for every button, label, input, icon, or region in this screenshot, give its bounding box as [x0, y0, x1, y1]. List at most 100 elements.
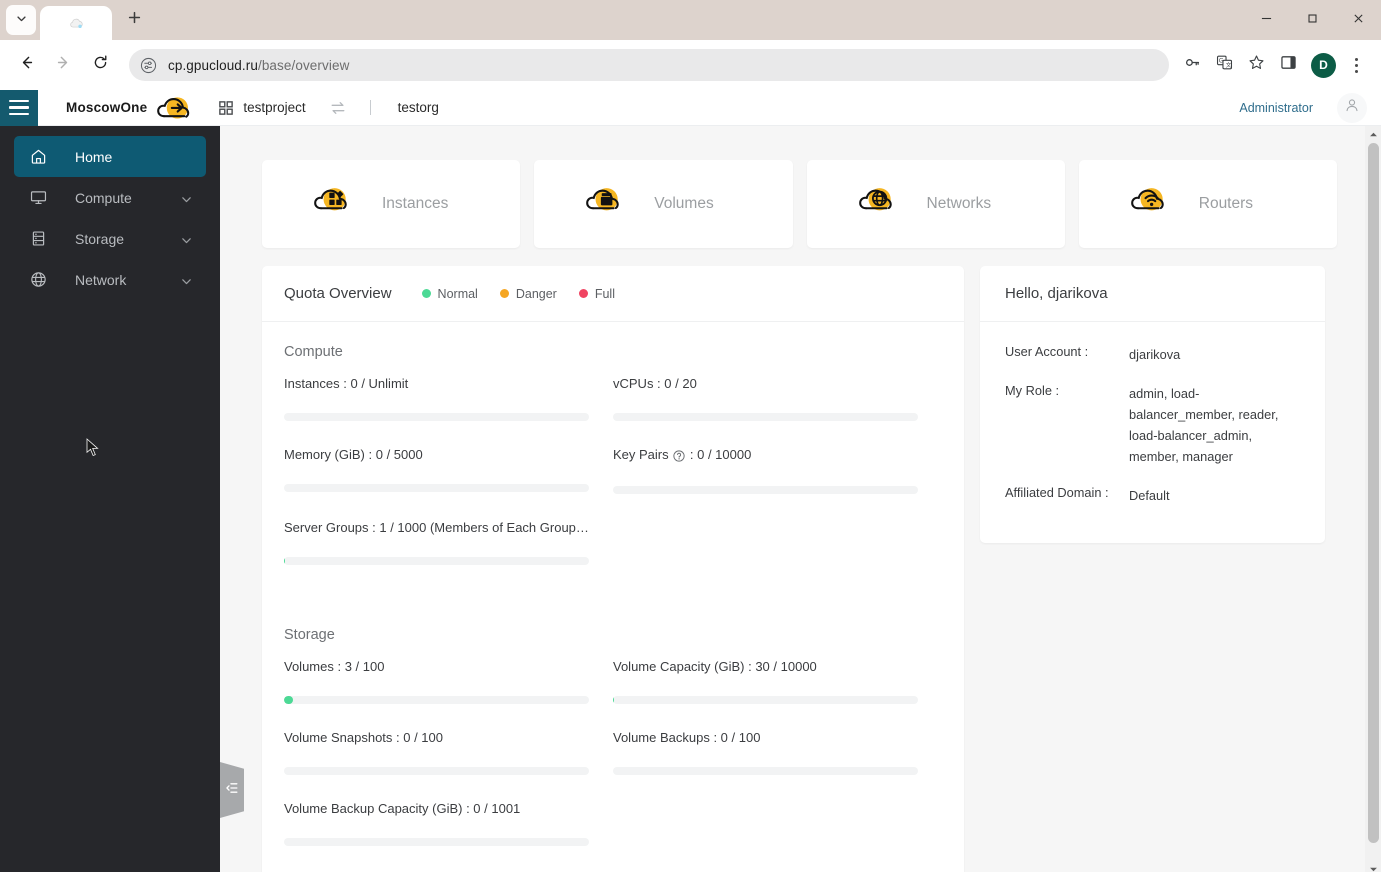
password-manager-button[interactable]	[1177, 50, 1207, 80]
quota-item-label: Volume Backups : 0 / 100	[613, 730, 761, 745]
tab-search-button[interactable]	[6, 5, 36, 35]
three-dot-menu-icon	[1354, 57, 1358, 61]
scrollbar-down-button[interactable]	[1365, 861, 1381, 872]
scrollbar-up-button[interactable]	[1365, 126, 1381, 143]
shortcut-card-volumes[interactable]: Volumes	[534, 160, 793, 248]
reload-button[interactable]	[84, 49, 116, 81]
quota-bar	[613, 486, 918, 494]
section-spacer	[284, 591, 942, 627]
sidebar: Home Compute Storage Network	[0, 126, 220, 872]
sidebar-item-storage[interactable]: Storage	[14, 218, 206, 259]
sidebar-item-network[interactable]: Network	[14, 259, 206, 300]
quota-section-title-compute: Compute	[284, 344, 343, 360]
administrator-link[interactable]: Administrator	[1239, 100, 1313, 115]
shortcut-card-routers[interactable]: Routers	[1078, 160, 1337, 248]
user-avatar-button[interactable]	[1337, 92, 1367, 123]
browser-menu-button[interactable]	[1342, 50, 1370, 80]
quota-grid-compute: Instances : 0 / Unlimit vCPUs : 0 / 20 M…	[284, 376, 942, 591]
monitor-icon	[30, 189, 47, 206]
quota-item-volume-snapshots: Volume Snapshots : 0 / 100	[284, 730, 613, 775]
cloud-favicon	[68, 15, 85, 32]
breadcrumb-organization[interactable]: testorg	[397, 100, 439, 115]
sidebar-toggle-button[interactable]	[0, 89, 38, 126]
window-maximize-button[interactable]	[1289, 0, 1335, 40]
chevron-down-icon	[181, 192, 192, 203]
site-settings-icon[interactable]	[140, 57, 157, 74]
forward-button[interactable]	[47, 49, 79, 81]
address-bar[interactable]: cp.gpucloud.ru/base/overview	[129, 49, 1169, 81]
quota-item-volume-backups: Volume Backups : 0 / 100	[613, 730, 942, 775]
sidebar-item-label: Compute	[75, 189, 132, 206]
breadcrumb-divider	[369, 100, 371, 115]
shortcut-card-networks[interactable]: Networks	[806, 160, 1065, 248]
bookmark-button[interactable]	[1241, 50, 1271, 80]
browser-tab-active[interactable]	[40, 6, 112, 40]
quota-item-label: vCPUs : 0 / 20	[613, 376, 697, 391]
url-path: /base/overview	[257, 57, 350, 73]
quota-overview-card: Quota Overview Normal Danger	[262, 266, 964, 872]
chevron-down-icon	[181, 274, 192, 285]
svg-text:文: 文	[1225, 61, 1231, 69]
quota-item-label: Volume Snapshots : 0 / 100	[284, 730, 443, 745]
cloud-routers-icon	[1127, 182, 1173, 226]
switch-project-icon[interactable]	[330, 100, 346, 116]
scroll-down-arrow	[1369, 861, 1378, 872]
quota-bar	[284, 696, 589, 704]
plus-icon	[128, 11, 141, 29]
password-key-icon	[1184, 54, 1201, 76]
user-row-role: My Role : admin, load-balancer_member, r…	[1005, 383, 1300, 467]
cloud-volumes-icon	[582, 182, 628, 226]
side-panel-button[interactable]	[1273, 50, 1303, 80]
help-circle-icon[interactable]	[670, 449, 689, 464]
shortcut-label: Volumes	[654, 195, 714, 212]
quota-item-label: Volume Backup Capacity (GiB) : 0 / 1001	[284, 801, 521, 816]
sidebar-item-label: Home	[75, 148, 113, 165]
quota-item-label: Instances : 0 / Unlimit	[284, 376, 409, 391]
window-close-button[interactable]	[1335, 0, 1381, 40]
svg-text:G: G	[1218, 59, 1223, 65]
quota-item-key-pairs: Key Pairs : 0 / 10000	[613, 447, 942, 494]
quota-section-title-storage: Storage	[284, 627, 335, 643]
quota-bar	[284, 413, 589, 421]
quota-item-volume-backup-capacity: Volume Backup Capacity (GiB) : 0 / 1001	[284, 801, 613, 846]
window-minimize-button[interactable]	[1243, 0, 1289, 40]
window-controls	[1243, 0, 1381, 40]
app-header: MoscowOne testproject testorg Administra…	[0, 89, 1381, 126]
shortcut-label: Routers	[1198, 195, 1254, 212]
shortcut-label: Instances	[382, 195, 449, 212]
legend-dot-full	[578, 289, 588, 298]
user-row-key: User Account :	[1005, 344, 1089, 359]
legend-item-danger: Danger	[499, 286, 557, 301]
user-avatar-icon	[1344, 97, 1360, 118]
legend-item-full: Full	[578, 287, 615, 301]
quota-item-memory: Memory (GiB) : 0 / 5000	[284, 447, 613, 494]
url-text: cp.gpucloud.ru/base/overview	[168, 58, 349, 73]
brand-name: MoscowOne	[66, 100, 148, 115]
sidebar-item-home[interactable]: Home	[14, 136, 206, 177]
user-details: User Account : djarikova My Role : admin…	[980, 322, 1325, 506]
quota-grid-storage: Volumes : 3 / 100 Volume Capacity (GiB) …	[284, 659, 942, 872]
profile-avatar-button[interactable]: D	[1311, 52, 1336, 78]
sidebar-item-compute[interactable]: Compute	[14, 177, 206, 218]
user-row-domain: Affiliated Domain : Default	[1005, 485, 1300, 506]
page-scrollbar[interactable]	[1365, 126, 1381, 872]
shortcut-card-instances[interactable]: Instances	[262, 160, 521, 248]
sidebar-collapse-handle[interactable]	[220, 762, 244, 818]
back-button[interactable]	[10, 49, 42, 81]
new-tab-button[interactable]	[119, 5, 149, 35]
legend-dot-normal	[421, 289, 431, 298]
quota-bar	[613, 696, 918, 704]
quota-header: Quota Overview Normal Danger	[262, 266, 964, 322]
quota-item-label: Memory (GiB) : 0 / 5000	[284, 447, 423, 462]
legend-label: Danger	[515, 286, 557, 301]
user-row-key: My Role :	[1005, 383, 1060, 398]
quota-item-label: Server Groups : 1 / 1000 (Members of Eac…	[284, 520, 589, 535]
grid-apps-icon[interactable]	[219, 100, 234, 115]
scrollbar-thumb[interactable]	[1368, 143, 1379, 843]
user-row-key: Affiliated Domain :	[1005, 485, 1109, 500]
quota-body: Compute Instances : 0 / Unlimit vCPUs : …	[262, 322, 964, 872]
quota-item-label: Volume Capacity (GiB) : 30 / 10000	[613, 659, 817, 674]
breadcrumb-project[interactable]: testproject	[243, 100, 306, 115]
side-panel-icon	[1280, 54, 1297, 76]
